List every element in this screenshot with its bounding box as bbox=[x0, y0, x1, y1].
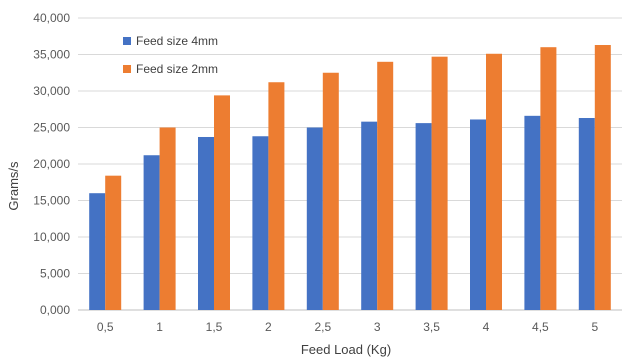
y-axis-title: Grams/s bbox=[6, 161, 21, 211]
bar-feed-size-4mm bbox=[524, 115, 541, 310]
x-tick-label: 4,5 bbox=[532, 320, 549, 334]
legend-label: Feed size 2mm bbox=[136, 62, 218, 76]
bar-feed-size-4mm bbox=[470, 119, 486, 310]
bar-feed-size-4mm bbox=[89, 193, 106, 310]
bar-feed-size-4mm bbox=[361, 121, 378, 310]
bar-feed-size-4mm bbox=[252, 136, 269, 310]
legend-label: Feed size 4mm bbox=[136, 34, 218, 48]
bar-feed-size-2mm bbox=[594, 45, 611, 310]
bar-feed-size-2mm bbox=[105, 175, 122, 310]
y-tick-label: 30,000 bbox=[33, 84, 70, 98]
legend-swatch bbox=[123, 65, 131, 73]
bar-feed-size-2mm bbox=[540, 47, 557, 310]
y-tick-label: 35,000 bbox=[33, 48, 70, 62]
legend: Feed size 4mm Feed size 2mm bbox=[123, 34, 218, 76]
x-tick-label: 4 bbox=[483, 320, 490, 334]
bar-feed-size-2mm bbox=[322, 72, 339, 310]
x-tick-label: 2,5 bbox=[314, 320, 331, 334]
x-tick-label: 2 bbox=[265, 320, 272, 334]
x-tick-label: 1 bbox=[156, 320, 163, 334]
bar-feed-size-2mm bbox=[268, 82, 285, 311]
y-tick-label: 10,000 bbox=[33, 230, 70, 244]
bar-feed-size-4mm bbox=[306, 127, 323, 310]
bar-feed-size-2mm bbox=[377, 61, 394, 310]
x-axis-title: Feed Load (Kg) bbox=[301, 342, 391, 357]
bar-feed-size-4mm bbox=[415, 123, 432, 311]
bar-feed-size-4mm bbox=[198, 136, 214, 310]
bar-feed-size-2mm bbox=[486, 53, 502, 311]
x-tick-label: 3 bbox=[374, 320, 381, 334]
bar-feed-size-4mm bbox=[578, 118, 595, 310]
y-tick-label: 20,000 bbox=[33, 157, 70, 171]
bars bbox=[89, 45, 611, 311]
x-tick-label: 5 bbox=[591, 320, 598, 334]
y-tick-labels: 0,000 5,000 10,000 15,000 20,000 25,000 30,000… bbox=[33, 11, 70, 317]
bar-feed-size-2mm bbox=[214, 95, 230, 310]
y-tick-label: 40,000 bbox=[33, 11, 70, 25]
y-tick-label: 15,000 bbox=[33, 194, 70, 208]
y-tick-label: 0,000 bbox=[40, 303, 70, 317]
x-tick-label: 3,5 bbox=[423, 320, 440, 334]
bar-feed-size-2mm bbox=[431, 56, 448, 310]
bar-feed-size-4mm bbox=[143, 155, 160, 310]
y-tick-label: 25,000 bbox=[33, 121, 70, 135]
x-tick-labels: 0,5 1 1,5 2 2,5 3 3,5 4 4,5 5 bbox=[97, 320, 599, 334]
legend-swatch bbox=[123, 37, 131, 45]
y-tick-label: 5,000 bbox=[40, 267, 70, 281]
x-tick-label: 1,5 bbox=[206, 320, 223, 334]
x-tick-label: 0,5 bbox=[97, 320, 114, 334]
bar-feed-size-2mm bbox=[159, 127, 176, 310]
